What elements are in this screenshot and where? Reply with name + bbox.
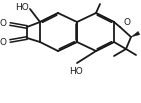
Polygon shape [131, 31, 140, 37]
Text: O: O [0, 19, 7, 28]
Text: HO: HO [69, 67, 83, 75]
Text: O: O [0, 37, 7, 46]
Text: HO: HO [15, 2, 29, 12]
Text: O: O [124, 18, 131, 26]
